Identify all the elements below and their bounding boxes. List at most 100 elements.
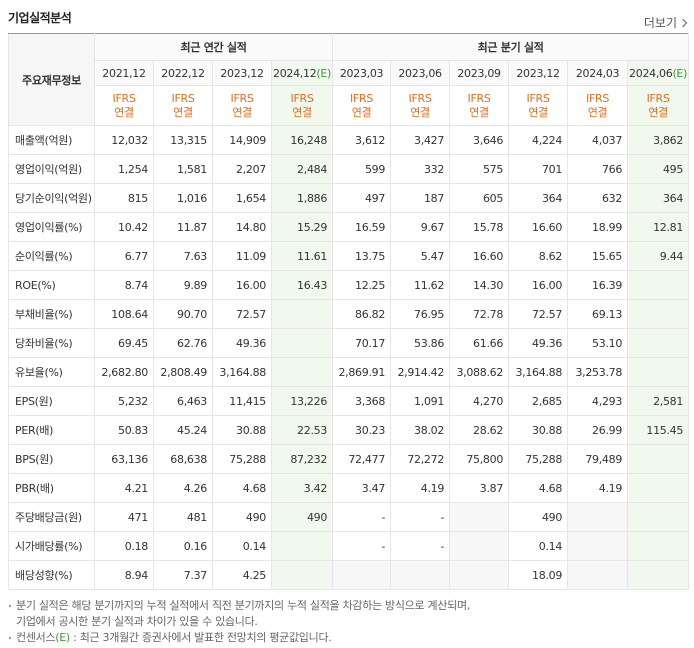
value-cell: 4.21 [94, 473, 154, 503]
accounting-standard: IFRS [290, 91, 314, 105]
value-cell: 16,248 [270, 125, 334, 155]
value-cell: 9.67 [390, 212, 451, 242]
row-label: 영업이익률(%) [8, 212, 95, 242]
consolidation-basis: 연결 [114, 105, 134, 119]
value-cell: 2,682.80 [94, 357, 154, 387]
period-date: 2023,06 [398, 66, 442, 80]
value-cell: 4,037 [567, 125, 629, 155]
estimate-mark: (E) [55, 631, 70, 644]
accounting-standard: IFRS [408, 91, 432, 105]
value-cell: 5,232 [94, 386, 154, 416]
value-cell: 490 [212, 502, 272, 532]
empty-cell [449, 560, 510, 590]
value-cell: 72.57 [212, 299, 272, 329]
value-cell: 0.14 [212, 531, 272, 561]
section-title: 기업실적분석 [8, 11, 72, 25]
value-cell: 2,581 [627, 386, 690, 416]
value-cell: 2,484 [270, 154, 334, 184]
value-cell: 8.62 [508, 241, 569, 271]
value-cell: 26.99 [567, 415, 629, 445]
value-cell: 11.61 [270, 241, 334, 271]
row-label: EPS(원) [8, 386, 95, 416]
value-cell: 72,477 [332, 444, 392, 474]
value-cell: 14.30 [449, 270, 510, 300]
empty-cell [332, 560, 392, 590]
row-label: ROE(%) [8, 270, 95, 300]
value-cell: - [390, 531, 451, 561]
corner-cell: 주요재무정보 [8, 33, 95, 126]
row-label: 매출액(억원) [8, 125, 95, 155]
empty-cell [567, 502, 629, 532]
data-row: ROE(%) 8.74 9.89 16.00 16.43 12.25 11.62 14.30 1… [8, 270, 690, 300]
value-cell: 16.60 [508, 212, 569, 242]
standard-header: IFRS 연결 [390, 85, 451, 126]
period-header: 2021,12 [94, 60, 154, 86]
empty-cell [627, 560, 690, 590]
value-cell: 16.59 [332, 212, 392, 242]
value-cell: 815 [94, 183, 154, 213]
value-cell: 364 [508, 183, 569, 213]
standard-header: IFRS 연결 [94, 85, 154, 126]
empty-cell [627, 299, 690, 329]
period-row: 2021,12 2022,12 2023,12 2024,12(E) 2023,03 20… [9, 60, 690, 86]
data-row: 시가배당률(%) 0.18 0.16 0.14- -0.14 [8, 531, 690, 561]
data-row: 주당배당금(원) 471 481 490 490- -490 [8, 502, 690, 532]
period-date: 2022,12 [161, 66, 205, 80]
value-cell: 3.47 [332, 473, 392, 503]
data-row: 영업이익률(%) 10.42 11.87 14.80 15.29 16.59 9.67 15.… [8, 212, 690, 242]
consolidation-basis: 연결 [528, 105, 548, 119]
value-cell: 4,270 [449, 386, 510, 416]
group-header: 최근 연간 실적 [93, 33, 334, 61]
value-cell: 62.76 [153, 328, 213, 358]
value-cell: 63,136 [94, 444, 154, 474]
period-date: 2024,12 [273, 66, 317, 80]
value-cell: 4,293 [567, 386, 629, 416]
row-label: PBR(배) [8, 473, 95, 503]
value-cell: 115.45 [627, 415, 690, 445]
value-cell: 75,800 [449, 444, 510, 474]
period-date: 2024,06 [629, 66, 673, 80]
value-cell: 3,862 [627, 125, 690, 155]
value-cell: 471 [94, 502, 154, 532]
accounting-standard: IFRS [526, 91, 550, 105]
value-cell: 69.45 [94, 328, 154, 358]
value-cell: 12,032 [94, 125, 154, 155]
row-label: 부채비율(%) [8, 299, 95, 329]
period-header: 2023,03 [332, 60, 392, 86]
value-cell: 13,226 [270, 386, 334, 416]
value-cell: 1,581 [153, 154, 213, 184]
value-cell: 3,088.62 [449, 357, 510, 387]
value-cell: 332 [390, 154, 451, 184]
value-cell: 6.77 [94, 241, 154, 271]
value-cell: 701 [508, 154, 569, 184]
empty-cell [449, 531, 510, 561]
accounting-standard: IFRS [586, 91, 610, 105]
row-label: 당기순이익(억원) [8, 183, 95, 213]
empty-cell [627, 444, 690, 474]
period-header: 2023,06 [390, 60, 451, 86]
period-date: 2021,12 [102, 66, 146, 80]
empty-cell [390, 560, 451, 590]
note: 분기 실적은 해당 분기까지의 누적 실적에서 직전 분기까지의 누적 실적을 … [8, 598, 470, 630]
data-row: 당좌비율(%) 69.45 62.76 49.36 70.17 53.86 61.66 49.… [8, 328, 690, 358]
value-cell: 490 [270, 502, 334, 532]
value-cell: 14.80 [212, 212, 272, 242]
period-date: 2023,09 [457, 66, 501, 80]
period-date: 2024,03 [575, 66, 620, 80]
value-cell: 1,654 [212, 183, 272, 213]
value-cell: 575 [449, 154, 510, 184]
value-cell: 61.66 [449, 328, 510, 358]
data-row: 부채비율(%) 108.64 90.70 72.57 86.82 76.95 72.78 72… [8, 299, 690, 329]
period-header: 2022,12 [153, 60, 213, 86]
note-line: 분기 실적은 해당 분기까지의 누적 실적에서 직전 분기까지의 누적 실적을 … [16, 599, 470, 612]
value-cell: 16.00 [508, 270, 569, 300]
period-header: 2023,12 [212, 60, 272, 86]
more-link[interactable]: 더보기 [644, 14, 686, 31]
value-cell: 3.87 [449, 473, 510, 503]
value-cell: 7.37 [153, 560, 213, 590]
period-date: 2023,12 [516, 66, 560, 80]
empty-cell [567, 560, 629, 590]
value-cell: 16.00 [212, 270, 272, 300]
financial-table: 주요재무정보 최근 연간 실적 최근 분기 실적 2021,12 2022,12 2023… [8, 33, 690, 590]
value-cell: 4.19 [567, 473, 629, 503]
